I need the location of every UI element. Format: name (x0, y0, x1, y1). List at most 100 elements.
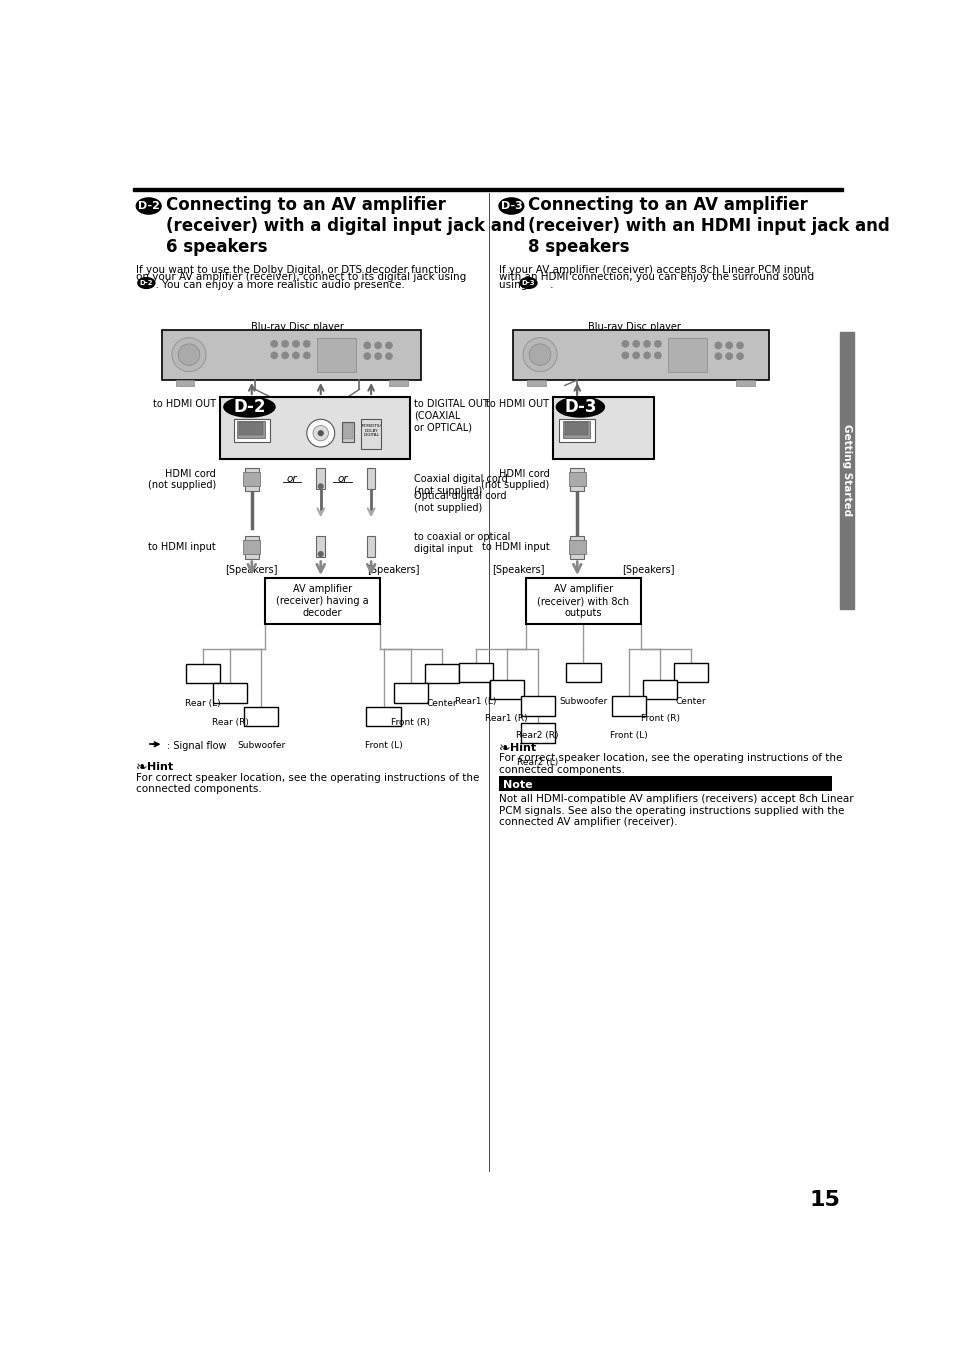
Text: OUT: OUT (366, 412, 375, 417)
Text: [Speakers]: [Speakers] (621, 565, 674, 574)
Text: OPTICAL: OPTICAL (336, 408, 358, 413)
Circle shape (620, 340, 629, 347)
Text: to HDMI input: to HDMI input (481, 542, 549, 553)
Circle shape (724, 353, 732, 359)
Bar (233, 419, 270, 442)
Text: Front (L): Front (L) (364, 742, 402, 750)
Text: Center: Center (675, 697, 706, 707)
Circle shape (270, 340, 278, 347)
Text: Rear (R): Rear (R) (212, 719, 248, 727)
Bar (239, 423, 262, 435)
Text: Subwoofer: Subwoofer (236, 742, 285, 750)
Text: D-3: D-3 (500, 201, 521, 211)
Text: AV amplifier
(receiver) with 8ch
outputs: AV amplifier (receiver) with 8ch outputs (537, 585, 629, 617)
Text: Subwoofer: Subwoofer (558, 697, 607, 707)
Bar (520, 697, 555, 716)
Circle shape (363, 353, 371, 359)
Bar (520, 723, 555, 743)
Circle shape (724, 342, 732, 349)
Bar (245, 467, 258, 490)
Text: Note: Note (502, 780, 532, 790)
Text: For correct speaker location, see the operating instructions of the
connected co: For correct speaker location, see the op… (136, 773, 479, 794)
Bar (265, 578, 379, 624)
Bar (570, 467, 583, 490)
Bar (642, 680, 677, 698)
Text: Front (R): Front (R) (391, 719, 430, 727)
Bar (367, 467, 375, 489)
Circle shape (714, 342, 721, 349)
Circle shape (374, 342, 381, 349)
Circle shape (270, 351, 278, 359)
Bar (570, 535, 583, 559)
Bar (343, 423, 353, 439)
Text: D-3: D-3 (521, 280, 535, 286)
Bar (315, 535, 325, 557)
Text: on your AV amplifier (receiver), connect to its digital jack using: on your AV amplifier (receiver), connect… (136, 273, 466, 282)
Text: D-3: D-3 (563, 399, 596, 416)
Bar (220, 397, 410, 458)
Text: [Speakers]: [Speakers] (367, 565, 419, 574)
Circle shape (522, 338, 557, 372)
Circle shape (714, 353, 721, 359)
Circle shape (385, 342, 393, 349)
Text: . You can enjoy a more realistic audio presence.: . You can enjoy a more realistic audio p… (136, 280, 405, 290)
Ellipse shape (224, 397, 274, 417)
Text: Not all HDMI-compatible AV amplifiers (receivers) accept 8ch Linear
PCM signals.: Not all HDMI-compatible AV amplifiers (r… (498, 794, 853, 828)
Circle shape (317, 430, 323, 436)
Text: Blu-ray Disc player: Blu-ray Disc player (251, 323, 344, 332)
Circle shape (292, 340, 299, 347)
Bar (558, 419, 595, 442)
Text: using       .: using . (498, 280, 553, 290)
Circle shape (642, 351, 650, 359)
Text: ❧: ❧ (136, 761, 148, 774)
Circle shape (385, 353, 393, 359)
Bar (568, 540, 585, 554)
Bar (562, 422, 590, 438)
Bar (553, 397, 654, 458)
Text: Rear (L): Rear (L) (185, 698, 220, 708)
Bar (133, 188, 842, 192)
Bar (213, 684, 247, 703)
Bar (612, 697, 645, 716)
Text: HDMI: HDMI (563, 408, 578, 413)
Bar (341, 422, 354, 442)
Bar (366, 707, 400, 725)
Text: Connecting to an AV amplifier
(receiver) with a digital input jack and
6 speaker: Connecting to an AV amplifier (receiver)… (166, 196, 525, 255)
Bar (513, 330, 768, 380)
Ellipse shape (556, 397, 604, 417)
Text: : Signal flow: : Signal flow (167, 742, 227, 751)
Bar (458, 662, 493, 682)
Bar (840, 331, 853, 609)
Text: [Speakers]: [Speakers] (225, 565, 277, 574)
Circle shape (318, 551, 323, 557)
Ellipse shape (136, 199, 161, 213)
Ellipse shape (137, 277, 154, 288)
Text: DIGITAL: DIGITAL (361, 408, 380, 413)
Bar (489, 680, 523, 698)
Text: or: or (336, 474, 348, 485)
Text: D-2: D-2 (139, 280, 153, 286)
Text: Blu-ray Disc player: Blu-ray Disc player (588, 323, 680, 332)
Text: Hint: Hint (147, 762, 173, 771)
Text: to DIGITAL OUT
(COAXIAL
or OPTICAL): to DIGITAL OUT (COAXIAL or OPTICAL) (414, 400, 488, 432)
Bar (394, 684, 427, 703)
Bar (245, 535, 258, 559)
Circle shape (172, 338, 206, 372)
Text: Connecting to an AV amplifier
(receiver) with an HDMI input jack and
8 speakers: Connecting to an AV amplifier (receiver)… (528, 196, 889, 255)
Bar (674, 662, 707, 682)
Circle shape (632, 351, 639, 359)
Circle shape (363, 342, 371, 349)
Text: Rear1 (R): Rear1 (R) (485, 715, 528, 723)
Text: Center: Center (426, 698, 456, 708)
Bar (175, 380, 194, 386)
Circle shape (281, 351, 289, 359)
Text: to coaxial or optical
digital input: to coaxial or optical digital input (414, 532, 510, 554)
Text: D-2: D-2 (137, 201, 159, 211)
Text: Getting Started: Getting Started (841, 424, 851, 516)
Text: Optical digital cord
(not supplied): Optical digital cord (not supplied) (414, 490, 506, 512)
Circle shape (374, 353, 381, 359)
Text: to HDMI OUT: to HDMI OUT (153, 400, 216, 409)
Bar (526, 380, 545, 386)
Bar (186, 665, 220, 684)
Text: to HDMI OUT: to HDMI OUT (486, 400, 549, 409)
